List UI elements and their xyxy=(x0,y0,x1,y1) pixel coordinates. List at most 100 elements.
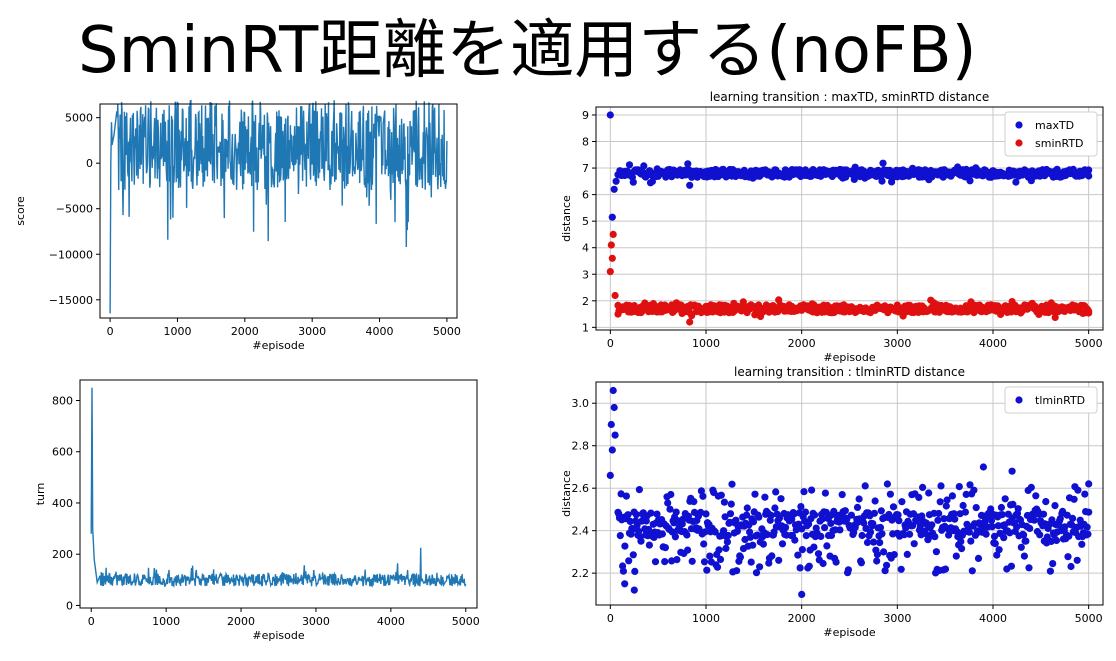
data-point xyxy=(879,159,887,167)
x-tick-label: 1000 xyxy=(152,615,180,628)
data-point xyxy=(772,488,780,496)
x-tick-label: 3000 xyxy=(302,615,330,628)
x-tick-label: 5000 xyxy=(452,615,480,628)
data-point xyxy=(802,532,810,540)
data-point xyxy=(715,546,723,554)
y-axis-label: distance xyxy=(560,195,573,242)
data-point xyxy=(756,563,764,571)
data-point xyxy=(721,513,729,521)
legend-box xyxy=(1004,111,1098,157)
data-point xyxy=(906,530,914,538)
y-tick-label: 6 xyxy=(582,189,589,202)
data-point xyxy=(624,511,632,519)
data-point xyxy=(775,556,783,564)
data-point xyxy=(722,544,730,552)
data-point xyxy=(606,471,614,479)
data-point xyxy=(798,525,806,533)
data-point xyxy=(1083,523,1091,531)
data-point xyxy=(903,550,911,558)
data-point xyxy=(736,553,744,561)
data-point xyxy=(711,528,719,536)
data-point xyxy=(967,537,975,545)
data-point xyxy=(633,521,641,530)
data-point xyxy=(746,528,754,536)
data-point xyxy=(631,567,639,575)
data-point xyxy=(635,527,643,535)
data-point xyxy=(679,515,687,523)
data-point xyxy=(699,492,707,500)
plot-frame xyxy=(595,381,1104,606)
data-point xyxy=(727,500,735,508)
y-tick-label: 3 xyxy=(582,268,589,281)
data-point xyxy=(716,555,725,563)
tlmin-distance-chart: 0 1000 2000 3000 4000 5000 2.2 2.4 2.6 2.8 3.0 #epi… xyxy=(560,365,1104,639)
data-point xyxy=(1085,166,1093,174)
y-axis-label: distance xyxy=(560,470,573,517)
data-point xyxy=(942,502,950,510)
data-point xyxy=(621,580,629,588)
distance-chart: 0 1000 2000 3000 4000 5000 1 2 3 4 5 6 7 8 9 #episode di… xyxy=(560,90,1104,364)
data-point xyxy=(794,551,802,559)
data-point xyxy=(720,498,728,506)
data-point xyxy=(889,503,898,511)
data-point xyxy=(686,318,694,326)
data-point xyxy=(915,493,923,501)
series-maxTD xyxy=(606,111,1093,221)
data-point xyxy=(987,517,996,525)
y-tick-label: 400 xyxy=(52,497,73,510)
data-point xyxy=(1032,492,1040,500)
legend-marker xyxy=(1015,396,1023,404)
x-tick-label: 2000 xyxy=(231,325,259,338)
x-tick-label: 0 xyxy=(88,615,95,628)
data-point xyxy=(810,543,818,551)
slide-title: SminRT距離を適用する(noFB) xyxy=(78,14,977,88)
data-point xyxy=(619,567,627,575)
data-point xyxy=(870,509,878,517)
x-tick-label: 4000 xyxy=(979,337,1007,350)
data-point xyxy=(683,531,691,539)
data-point xyxy=(664,499,672,507)
data-point xyxy=(998,511,1006,519)
data-point xyxy=(1085,480,1093,488)
y-tick-label: 0 xyxy=(66,599,73,612)
data-point xyxy=(688,312,696,320)
x-tick-label: 2000 xyxy=(788,612,816,625)
data-point xyxy=(893,167,901,175)
data-point xyxy=(706,552,714,560)
data-point xyxy=(767,511,775,519)
data-point xyxy=(653,510,661,518)
data-point xyxy=(1009,500,1017,508)
x-axis-label: #episode xyxy=(823,351,875,364)
y-tick-label: 2.8 xyxy=(572,440,590,453)
data-point xyxy=(982,530,990,538)
x-tick-label: 1000 xyxy=(692,337,720,350)
data-point xyxy=(968,567,976,575)
data-point xyxy=(697,487,705,495)
data-point xyxy=(1047,537,1055,545)
data-point xyxy=(1020,531,1028,539)
data-point xyxy=(970,486,978,494)
data-point xyxy=(948,492,956,500)
data-point xyxy=(713,563,722,571)
y-tick-label: 7 xyxy=(582,162,589,175)
x-tick-label: 4000 xyxy=(366,325,394,338)
data-point xyxy=(790,510,798,518)
data-point xyxy=(922,530,930,538)
data-point xyxy=(771,504,779,512)
data-point xyxy=(869,520,877,528)
y-tick-label: −15000 xyxy=(49,294,93,307)
data-point xyxy=(1001,495,1009,503)
data-point xyxy=(989,302,997,310)
data-point xyxy=(1069,514,1077,522)
data-point xyxy=(684,546,692,554)
legend: maxTD sminRTD xyxy=(1004,111,1098,157)
data-point xyxy=(873,550,881,559)
data-point xyxy=(608,254,616,262)
y-tick-label: 2.4 xyxy=(572,525,590,538)
data-point xyxy=(1014,505,1022,513)
data-point xyxy=(1078,540,1086,548)
data-point xyxy=(897,565,905,573)
data-point xyxy=(878,530,886,538)
y-tick-label: 8 xyxy=(582,136,589,149)
data-point xyxy=(751,490,759,498)
